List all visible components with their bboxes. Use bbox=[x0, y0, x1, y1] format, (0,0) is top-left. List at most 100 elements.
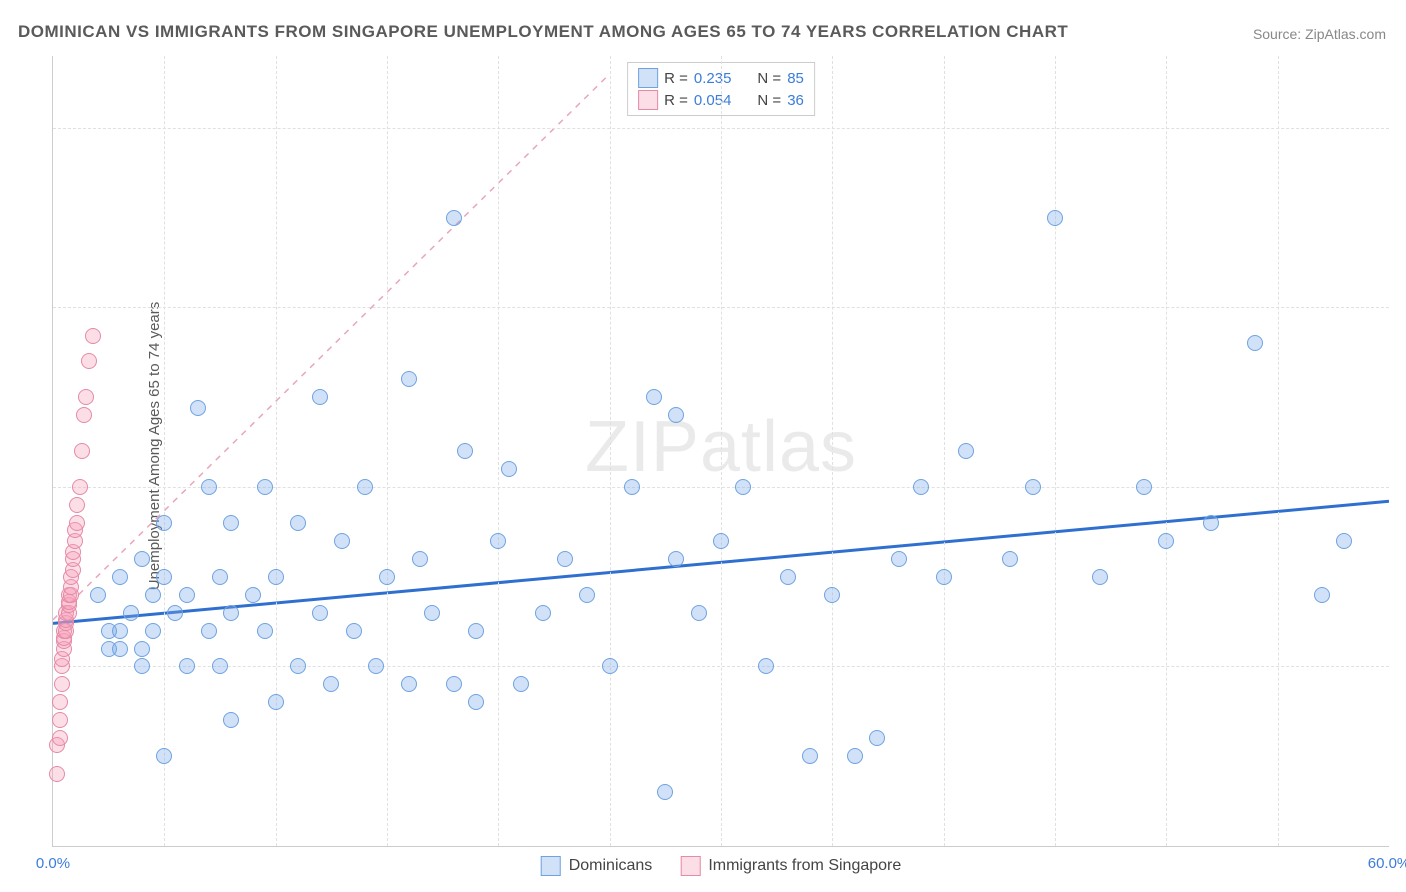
data-point bbox=[412, 551, 428, 567]
data-point bbox=[824, 587, 840, 603]
data-point bbox=[52, 730, 68, 746]
legend-r-label: R = bbox=[664, 92, 688, 109]
data-point bbox=[290, 658, 306, 674]
data-point bbox=[624, 479, 640, 495]
data-point bbox=[52, 694, 68, 710]
legend-item-singapore: Immigrants from Singapore bbox=[680, 856, 901, 876]
trend-line bbox=[53, 74, 610, 620]
legend-n-value-0: 85 bbox=[787, 70, 804, 87]
legend-n-label: N = bbox=[757, 70, 781, 87]
data-point bbox=[379, 569, 395, 585]
data-point bbox=[145, 587, 161, 603]
data-point bbox=[457, 443, 473, 459]
data-point bbox=[1002, 551, 1018, 567]
data-point bbox=[167, 605, 183, 621]
gridline-v bbox=[832, 56, 833, 846]
data-point bbox=[713, 533, 729, 549]
chart-container: DOMINICAN VS IMMIGRANTS FROM SINGAPORE U… bbox=[0, 0, 1406, 892]
data-point bbox=[401, 676, 417, 692]
data-point bbox=[179, 587, 195, 603]
data-point bbox=[735, 479, 751, 495]
data-point bbox=[257, 623, 273, 639]
source-link[interactable]: ZipAtlas.com bbox=[1305, 26, 1386, 42]
legend-label-singapore: Immigrants from Singapore bbox=[708, 857, 901, 875]
legend-label-dominicans: Dominicans bbox=[569, 857, 653, 875]
data-point bbox=[112, 623, 128, 639]
data-point bbox=[223, 515, 239, 531]
data-point bbox=[401, 371, 417, 387]
data-point bbox=[913, 479, 929, 495]
data-point bbox=[346, 623, 362, 639]
data-point bbox=[468, 623, 484, 639]
data-point bbox=[69, 497, 85, 513]
data-point bbox=[1203, 515, 1219, 531]
data-point bbox=[290, 515, 306, 531]
legend-swatch-singapore bbox=[680, 856, 700, 876]
data-point bbox=[513, 676, 529, 692]
data-point bbox=[869, 730, 885, 746]
gridline-v bbox=[1278, 56, 1279, 846]
data-point bbox=[190, 400, 206, 416]
gridline-v bbox=[610, 56, 611, 846]
legend-r-label: R = bbox=[664, 70, 688, 87]
data-point bbox=[602, 658, 618, 674]
data-point bbox=[257, 479, 273, 495]
gridline-v bbox=[387, 56, 388, 846]
data-point bbox=[156, 515, 172, 531]
data-point bbox=[90, 587, 106, 603]
data-point bbox=[268, 569, 284, 585]
data-point bbox=[1158, 533, 1174, 549]
data-point bbox=[312, 605, 328, 621]
data-point bbox=[74, 443, 90, 459]
data-point bbox=[802, 748, 818, 764]
data-point bbox=[446, 210, 462, 226]
legend-n-value-1: 36 bbox=[787, 92, 804, 109]
data-point bbox=[145, 623, 161, 639]
gridline-v bbox=[721, 56, 722, 846]
legend-swatch-singapore bbox=[638, 90, 658, 110]
data-point bbox=[85, 328, 101, 344]
data-point bbox=[780, 569, 796, 585]
legend-item-dominicans: Dominicans bbox=[541, 856, 653, 876]
data-point bbox=[1092, 569, 1108, 585]
data-point bbox=[958, 443, 974, 459]
data-point bbox=[646, 389, 662, 405]
data-point bbox=[368, 658, 384, 674]
x-tick-label: 60.0% bbox=[1368, 855, 1406, 872]
data-point bbox=[156, 748, 172, 764]
data-point bbox=[668, 407, 684, 423]
gridline-v bbox=[1166, 56, 1167, 846]
data-point bbox=[668, 551, 684, 567]
data-point bbox=[891, 551, 907, 567]
data-point bbox=[212, 658, 228, 674]
data-point bbox=[268, 694, 284, 710]
data-point bbox=[535, 605, 551, 621]
legend-r-value-0: 0.235 bbox=[694, 70, 732, 87]
plot-area: ZIPatlas R = 0.235 N = 85 R = 0.054 N = … bbox=[52, 56, 1389, 847]
data-point bbox=[323, 676, 339, 692]
data-point bbox=[212, 569, 228, 585]
data-point bbox=[49, 766, 65, 782]
legend-n-label: N = bbox=[757, 92, 781, 109]
data-point bbox=[1247, 335, 1263, 351]
data-point bbox=[134, 658, 150, 674]
data-point bbox=[201, 623, 217, 639]
data-point bbox=[1314, 587, 1330, 603]
data-point bbox=[52, 712, 68, 728]
data-point bbox=[156, 569, 172, 585]
data-point bbox=[134, 641, 150, 657]
data-point bbox=[758, 658, 774, 674]
data-point bbox=[579, 587, 595, 603]
chart-title: DOMINICAN VS IMMIGRANTS FROM SINGAPORE U… bbox=[18, 22, 1068, 42]
gridline-v bbox=[276, 56, 277, 846]
data-point bbox=[223, 605, 239, 621]
data-point bbox=[72, 479, 88, 495]
data-point bbox=[54, 676, 70, 692]
data-point bbox=[424, 605, 440, 621]
gridline-v bbox=[944, 56, 945, 846]
legend-swatch-dominicans bbox=[638, 68, 658, 88]
data-point bbox=[245, 587, 261, 603]
data-point bbox=[357, 479, 373, 495]
data-point bbox=[201, 479, 217, 495]
data-point bbox=[1336, 533, 1352, 549]
